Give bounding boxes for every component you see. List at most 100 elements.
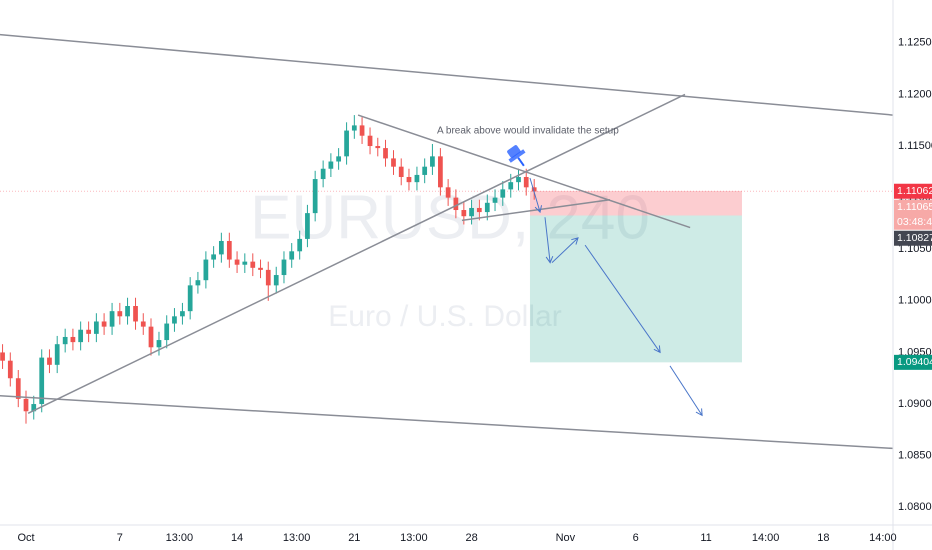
candle-body: [258, 267, 263, 270]
target-zone: [529, 215, 742, 363]
x-tick-label: 28: [465, 532, 477, 544]
candle-body: [430, 156, 435, 167]
candle-body: [101, 321, 107, 327]
y-tick-label: 1.08500: [898, 450, 932, 462]
x-tick-label: 6: [633, 532, 639, 544]
candle-body: [125, 306, 130, 317]
candle-body: [344, 130, 349, 157]
price-tag-label: 1.11065: [897, 201, 932, 213]
candle-body: [461, 210, 467, 217]
trend-line: [461, 198, 611, 222]
candle-body: [164, 323, 170, 341]
x-tick-label: 11: [700, 532, 711, 544]
candle-body: [406, 176, 412, 183]
candle-body: [375, 146, 381, 149]
candle-body: [359, 125, 365, 136]
candle-body: [140, 321, 146, 327]
candle-body: [336, 156, 341, 162]
candle-body: [23, 398, 29, 412]
candle-body: [508, 182, 514, 190]
candle-body: [469, 207, 474, 217]
trend-line: [0, 395, 894, 450]
candle-body: [265, 269, 271, 286]
price-tag-label: 1.11062: [897, 185, 932, 197]
price-tag: [894, 199, 932, 230]
x-tick-label: 21: [348, 532, 360, 544]
candle-body: [109, 311, 115, 327]
candle-body: [422, 166, 428, 175]
stop-zone: [529, 190, 742, 216]
candle-body: [226, 240, 232, 260]
x-tick-label: Nov: [556, 532, 576, 544]
price-tag: [894, 183, 932, 199]
candle-body: [195, 280, 201, 286]
candle-body: [203, 259, 209, 281]
x-tick-label: 13:00: [166, 532, 194, 544]
candle-body: [273, 275, 279, 286]
y-tick-label: 1.12500: [898, 37, 932, 49]
candle-body: [438, 156, 443, 188]
candle-body: [476, 207, 482, 213]
candle-body: [531, 187, 537, 192]
candle-body: [297, 238, 303, 252]
candle-body: [398, 166, 404, 177]
candle-body: [445, 187, 451, 198]
projection-arrow: [544, 217, 554, 264]
x-tick-label: 14:00: [869, 532, 897, 544]
price-tag-label: 1.10827: [897, 232, 932, 244]
annotation: A break above would invalidate the setup: [437, 126, 619, 137]
x-tick-label: 18: [817, 532, 829, 544]
candle-body: [7, 360, 13, 379]
price-tag-label: 1.09404: [897, 356, 932, 368]
price-tag: [894, 354, 932, 370]
y-tick-label: 1.10500: [898, 243, 932, 255]
candle-body: [218, 240, 224, 255]
candle-body: [172, 316, 177, 324]
candle-body: [234, 259, 240, 265]
candle-body: [484, 202, 490, 213]
plot: [0, 33, 894, 450]
candle-body: [414, 174, 420, 183]
x-tick-label: 13:00: [400, 532, 428, 544]
candle-body: [383, 148, 388, 159]
candle-body: [39, 357, 45, 405]
candle-body: [351, 125, 357, 131]
candle-body: [211, 254, 216, 260]
candle-body: [516, 176, 521, 183]
candle-body: [187, 285, 193, 312]
candle-body: [453, 197, 459, 211]
candle-body: [15, 378, 21, 399]
candle-body: [242, 261, 248, 265]
candle-body: [31, 404, 37, 412]
projection-arrow: [669, 365, 703, 417]
candle-body: [54, 344, 60, 365]
y-tick-label: 1.08000: [898, 501, 932, 513]
candle-body: [86, 329, 91, 334]
trend-line: [27, 93, 686, 415]
x-tick-label: Oct: [17, 532, 34, 544]
y-tick-label: 1.09000: [898, 398, 932, 410]
y-tick-label: 1.11500: [898, 140, 932, 152]
projection-arrow: [529, 177, 543, 214]
candle-body: [78, 329, 84, 343]
countdown: 03:48:42: [897, 216, 932, 228]
candle-body: [391, 158, 396, 167]
candle-body: [281, 259, 287, 276]
candle-body: [500, 189, 506, 198]
trend-line: [357, 114, 691, 229]
candle-body: [180, 311, 185, 317]
price-tag: [894, 230, 932, 246]
x-tick-label: 7: [117, 532, 123, 544]
y-tick-label: 1.12000: [898, 88, 932, 100]
candle-body: [305, 213, 310, 239]
candle-body: [523, 176, 529, 188]
candle-body: [148, 326, 154, 348]
candle-body: [156, 340, 162, 348]
candle-body: [492, 197, 498, 203]
y-tick-label: 1.10000: [898, 295, 932, 307]
candle-body: [117, 311, 123, 317]
x-tick-label: 13:00: [283, 532, 311, 544]
